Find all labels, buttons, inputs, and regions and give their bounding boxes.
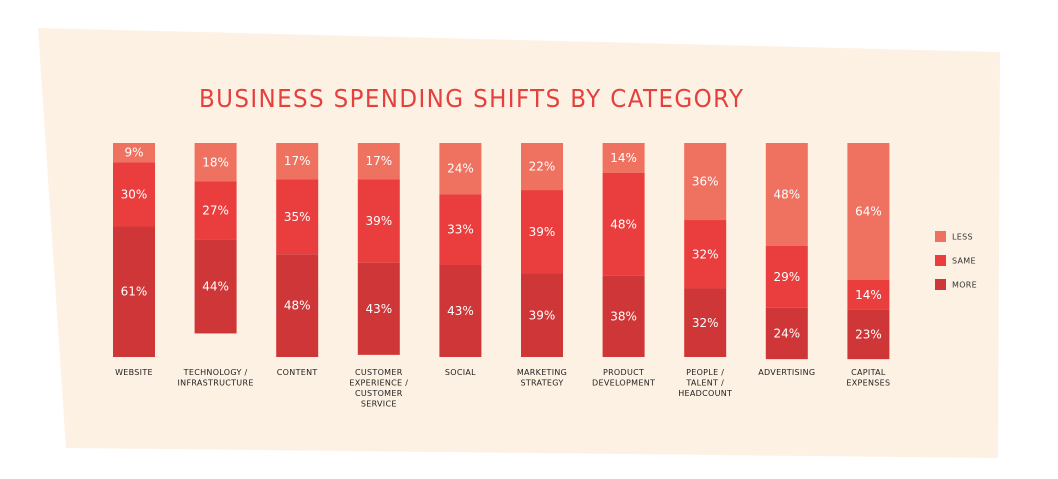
bar-segment-less — [521, 143, 563, 191]
data-label-more: 48% — [284, 299, 311, 313]
data-label-same: 39% — [529, 225, 556, 239]
data-label-same: 29% — [773, 270, 800, 284]
data-label-more: 24% — [773, 326, 800, 340]
bar-segment-more — [276, 254, 319, 357]
chart-title: BUSINESS SPENDING SHIFTS BY CATEGORY — [199, 84, 745, 113]
data-label-less: 22% — [529, 160, 556, 174]
bar-segment-same — [357, 179, 400, 263]
data-label-less: 36% — [692, 175, 719, 189]
category-label: SOCIAL — [445, 368, 476, 377]
bar-segment-more — [357, 262, 400, 355]
data-label-more: 43% — [365, 302, 392, 316]
bar-segment-same — [765, 245, 808, 308]
data-label-same: 39% — [365, 214, 392, 228]
data-label-less: 17% — [284, 154, 311, 168]
category-label: CONTENT — [277, 368, 318, 377]
bar-segment-same — [521, 190, 563, 274]
category-label: PEOPLE / TALENT / HEADCOUNT — [678, 368, 732, 398]
bar-segment-less — [113, 143, 155, 163]
bar-segment-same — [276, 179, 319, 255]
bar-segment-less — [847, 143, 890, 280]
bar-segment-more — [521, 273, 563, 357]
bar-segment-same — [847, 279, 890, 310]
bar-segment-less — [684, 143, 727, 221]
bar-segment-less — [765, 143, 808, 246]
legend-label-more: MORE — [952, 281, 977, 290]
category-labels: WEBSITE TECHNOLOGY / INFRASTRUCTURE CONTENT… — [115, 368, 890, 409]
data-label-more: 23% — [855, 328, 882, 342]
data-label-more: 38% — [610, 309, 637, 323]
bar-segment-same — [684, 220, 727, 289]
legend-swatch-same — [935, 255, 946, 266]
category-label: MARKETING STRATEGY — [517, 368, 567, 388]
data-label-less: 18% — [202, 155, 229, 169]
bar-segment-same — [439, 194, 482, 265]
data-label-less: 14% — [610, 151, 637, 165]
bar-segment-more — [194, 239, 237, 334]
data-label-more: 61% — [121, 285, 148, 299]
category-label: CAPITAL EXPENSES — [846, 368, 890, 388]
bar-segment-same — [602, 172, 645, 276]
data-label-same: 14% — [855, 288, 882, 302]
data-label-same: 35% — [284, 210, 311, 224]
data-label-more: 43% — [447, 304, 474, 318]
bar-segment-more — [439, 264, 482, 357]
data-label-less: 64% — [855, 204, 882, 218]
category-label: PRODUCT DEVELOPMENT — [592, 368, 655, 388]
legend-swatch-less — [935, 231, 946, 242]
data-label-less: 17% — [365, 154, 392, 168]
bar-segment-same — [194, 181, 237, 240]
data-label-same: 30% — [121, 187, 148, 201]
legend-label-less: LESS — [952, 233, 973, 242]
bar-segment-more — [765, 307, 808, 360]
data-label-more: 44% — [202, 279, 229, 293]
legend-swatch-more — [935, 279, 946, 290]
bar-segment-more — [684, 288, 727, 357]
data-label-same: 33% — [447, 223, 474, 237]
category-label: TECHNOLOGY / INFRASTRUCTURE — [178, 368, 254, 388]
bar-segment-same — [113, 162, 155, 227]
bars-group: 9% 30% 61% 18% 27% 44% 17% 35% 48% 17% 39% 43% 24% 33… — [113, 143, 890, 360]
data-label-same: 32% — [692, 247, 719, 261]
legend-label-same: SAME — [952, 257, 976, 266]
bar-segment-more — [113, 226, 155, 357]
category-label: WEBSITE — [115, 368, 153, 377]
data-label-less: 24% — [447, 162, 474, 176]
category-label: CUSTOMER EXPERIENCE / CUSTOMER SERVICE — [349, 368, 408, 409]
data-label-same: 27% — [202, 203, 229, 217]
data-label-more: 39% — [529, 308, 556, 322]
bar-segment-more — [847, 309, 890, 360]
data-label-same: 48% — [610, 217, 637, 231]
data-label-less: 48% — [773, 187, 800, 201]
data-label-less: 9% — [124, 146, 143, 160]
bar-segment-more — [602, 275, 645, 357]
bar-segment-less — [439, 143, 482, 195]
bar-segment-less — [194, 143, 237, 182]
data-label-more: 32% — [692, 316, 719, 330]
bar-segment-less — [357, 143, 400, 180]
bar-segment-less — [602, 143, 645, 173]
legend: LESS SAME MORE — [935, 231, 977, 290]
bar-segment-less — [276, 143, 319, 180]
category-label: ADVERTISING — [758, 368, 815, 377]
